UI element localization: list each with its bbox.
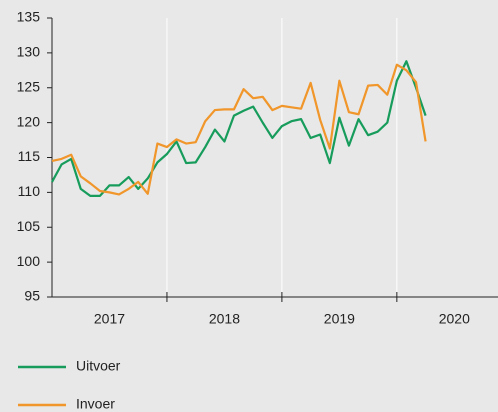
y-tick-label: 100 [17,253,41,269]
x-tick-label: 2019 [324,311,355,327]
y-tick-label: 105 [17,218,41,234]
series-line [51,63,427,196]
x-tick-label: 2017 [94,311,125,327]
y-tick-label: 115 [18,148,41,164]
x-tick-label: 2018 [209,311,240,327]
legend-label: Invoer [76,396,115,412]
x-tick-label: 2020 [439,311,470,327]
series-line [51,60,427,197]
y-tick-label: 110 [18,183,41,199]
y-tick-label: 130 [17,44,41,60]
y-tick-label: 135 [17,9,41,25]
y-tick-label: 120 [17,113,41,129]
y-tick-label: 95 [24,288,40,304]
y-tick-label: 125 [17,78,41,94]
legend-label: Uitvoer [76,358,121,374]
